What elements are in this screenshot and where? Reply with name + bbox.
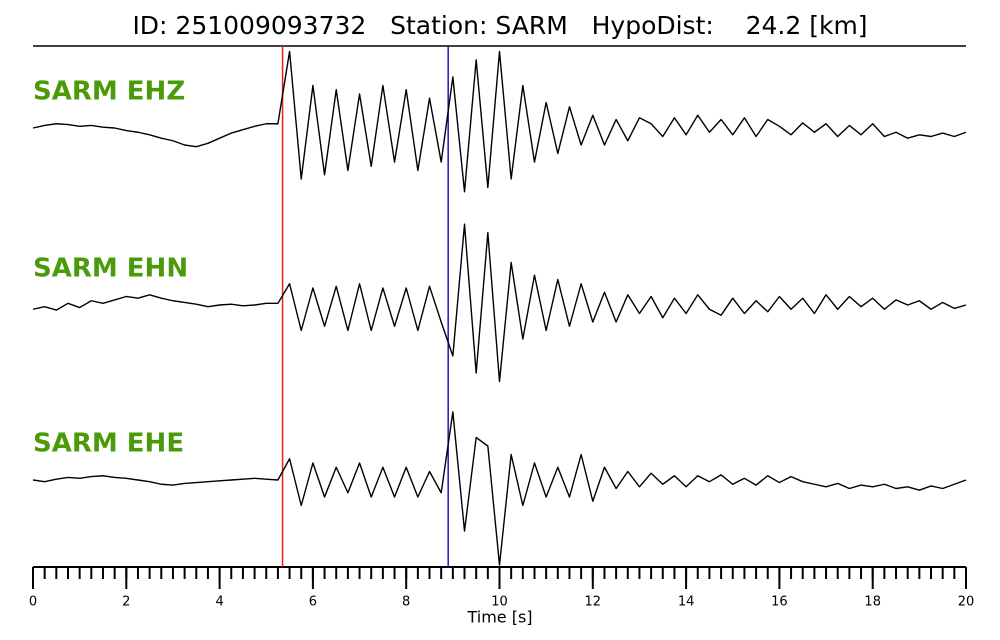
x-tick-label: 8 <box>402 595 410 610</box>
x-tick-label: 4 <box>215 595 223 610</box>
x-tick-label: 10 <box>491 595 508 610</box>
x-tick-label: 6 <box>309 595 317 610</box>
x-tick-label: 12 <box>585 595 602 610</box>
waveform <box>32 50 967 193</box>
x-tick-label: 14 <box>678 595 695 610</box>
x-axis-label: Time [s] <box>466 608 532 627</box>
trace-label: SARM EHN <box>33 254 188 284</box>
trace-label: SARM EHE <box>33 429 184 459</box>
x-tick-label: 16 <box>771 595 788 610</box>
x-tick-label: 18 <box>864 595 881 610</box>
trace-label: SARM EHZ <box>33 77 185 107</box>
waveform <box>32 223 967 383</box>
x-tick-label: 20 <box>958 595 975 610</box>
x-tick-label: 2 <box>122 595 130 610</box>
waveform <box>32 411 967 566</box>
chart-title: ID: 251009093732 Station: SARM HypoDist:… <box>132 11 867 40</box>
x-tick-label: 0 <box>29 595 37 610</box>
